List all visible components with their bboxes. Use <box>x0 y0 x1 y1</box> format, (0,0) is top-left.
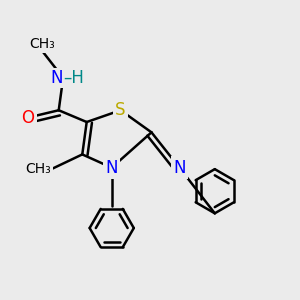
Text: CH₃: CH₃ <box>30 38 56 51</box>
Text: N: N <box>106 159 118 177</box>
Text: CH₃: CH₃ <box>26 162 51 176</box>
Text: N: N <box>173 159 186 177</box>
Text: O: O <box>21 109 34 127</box>
Text: –H: –H <box>63 69 84 87</box>
Text: N: N <box>51 69 63 87</box>
Text: S: S <box>115 101 126 119</box>
